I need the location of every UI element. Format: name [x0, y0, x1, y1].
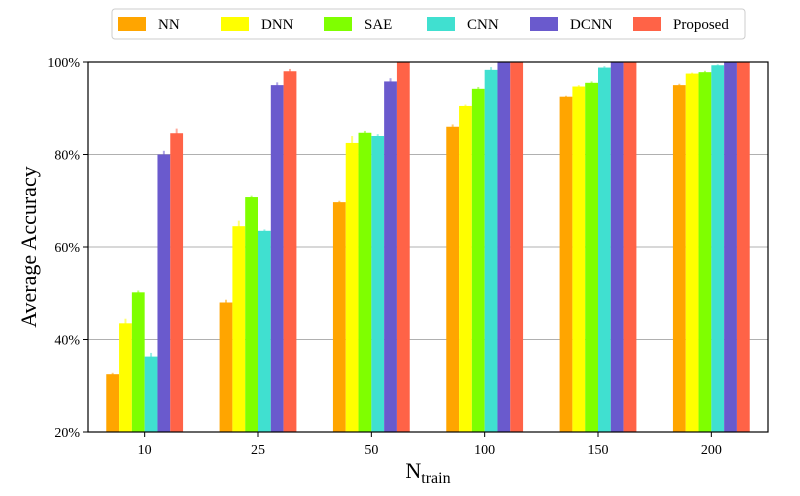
bar-cnn-25: [258, 230, 271, 432]
bar-dcnn-150: [610, 62, 624, 432]
x-tick-label: 25: [251, 443, 265, 458]
bar-sae-100: [471, 88, 485, 432]
legend-label-nn: NN: [158, 17, 180, 33]
bar-dnn-10: [119, 323, 132, 432]
y-tick-label: 80%: [54, 149, 80, 164]
x-axis-label: Ntrain: [405, 458, 450, 487]
bar-dnn-25: [232, 226, 246, 432]
bar-nn-200: [672, 85, 686, 432]
bar-proposed-50: [396, 62, 410, 432]
bar-proposed-10: [170, 133, 184, 432]
bar-cnn-10: [144, 356, 158, 432]
legend-swatch-dnn: [221, 17, 249, 31]
legend-label-sae: SAE: [364, 17, 392, 33]
legend-swatch-dcnn: [530, 17, 558, 31]
x-tick-label: 10: [138, 443, 152, 458]
bar-dnn-200: [685, 73, 699, 432]
bar-dcnn-50: [384, 81, 397, 433]
legend: NN DNN SAE CNN DCNN Proposed: [111, 8, 746, 40]
legend-swatch-cnn: [427, 17, 455, 31]
legend-swatch-nn: [118, 17, 146, 31]
x-axis: 10 25 50 100 150 200: [138, 432, 722, 458]
bar-cnn-150: [598, 67, 611, 433]
bar-dcnn-200: [724, 62, 737, 432]
bar-sae-150: [585, 82, 598, 432]
bar-dnn-50: [345, 142, 359, 432]
bar-nn-25: [219, 302, 233, 432]
bar-sae-10: [131, 292, 145, 432]
legend-label-dnn: DNN: [261, 17, 294, 33]
x-tick-label: 100: [474, 443, 495, 458]
y-tick-label: 40%: [54, 334, 80, 349]
legend-label-cnn: CNN: [467, 17, 499, 33]
bars: [106, 62, 750, 433]
bar-nn-50: [332, 202, 346, 432]
bar-nn-150: [559, 96, 573, 432]
x-axis-label-subscript: train: [421, 470, 450, 487]
y-tick-label: 100%: [47, 56, 80, 71]
bar-nn-100: [446, 126, 460, 432]
x-tick-label: 150: [588, 443, 609, 458]
x-tick-label: 50: [364, 443, 378, 458]
bar-proposed-100: [510, 62, 524, 432]
y-axis-label: Average Accuracy: [16, 166, 41, 327]
bar-cnn-100: [484, 69, 498, 433]
bar-cnn-50: [371, 136, 385, 432]
legend-swatch-proposed: [633, 17, 661, 31]
bar-dcnn-100: [497, 62, 511, 432]
bar-dcnn-25: [270, 85, 284, 432]
bar-sae-25: [245, 197, 258, 432]
bar-proposed-150: [623, 62, 637, 432]
grid-lines: [88, 154, 768, 340]
y-axis: 20% 40% 60% 80% 100%: [47, 56, 88, 441]
bar-nn-10: [106, 374, 120, 432]
y-tick-label: 60%: [54, 241, 80, 256]
bar-dnn-150: [572, 86, 586, 432]
bar-sae-50: [358, 132, 372, 432]
bar-dnn-100: [459, 105, 472, 432]
legend-label-dcnn: DCNN: [570, 17, 613, 33]
legend-swatch-sae: [324, 17, 352, 31]
bar-proposed-200: [736, 62, 750, 432]
y-tick-label: 20%: [54, 426, 80, 441]
bar-proposed-25: [283, 71, 297, 432]
bar-sae-200: [698, 72, 712, 433]
bar-dcnn-10: [157, 154, 171, 432]
x-axis-label-main: N: [405, 458, 421, 483]
x-tick-label: 200: [701, 443, 722, 458]
bar-cnn-200: [711, 65, 725, 433]
legend-label-proposed: Proposed: [673, 17, 729, 33]
